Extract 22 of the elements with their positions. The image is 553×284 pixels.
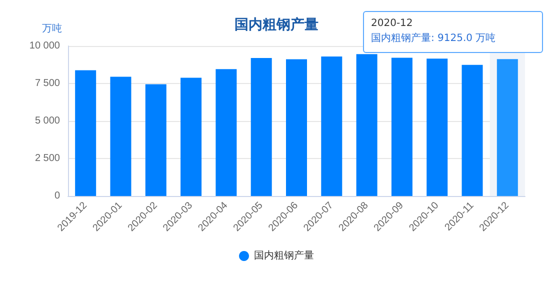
bar xyxy=(462,64,483,196)
legend-label: 国内粗钢产量 xyxy=(254,250,314,262)
bar xyxy=(145,84,166,196)
tooltip-box: 2020-12 国内粗钢产量: 9125.0 万吨 xyxy=(363,11,543,54)
annotation: 2020-12 国内粗钢产量: 9125.0 万吨 xyxy=(371,17,497,46)
bar xyxy=(110,76,132,196)
bar xyxy=(216,69,237,196)
y-tick-label: 5 000 xyxy=(34,116,60,126)
y-tick-label: 7 500 xyxy=(34,78,60,89)
y-tick-label: 0 xyxy=(54,190,60,202)
bar xyxy=(321,56,342,196)
y-axis-title: 万吨 xyxy=(42,22,62,34)
bar xyxy=(75,70,96,196)
bar xyxy=(286,59,307,196)
y-tick-label: 2 500 xyxy=(34,153,60,164)
y-tick-label: 10 000 xyxy=(29,40,60,52)
bar xyxy=(356,54,378,196)
bar xyxy=(180,78,202,196)
chart-title: 国内粗钢产量 xyxy=(234,16,318,32)
bar xyxy=(250,58,272,196)
bar xyxy=(391,58,412,196)
bar xyxy=(426,58,448,196)
